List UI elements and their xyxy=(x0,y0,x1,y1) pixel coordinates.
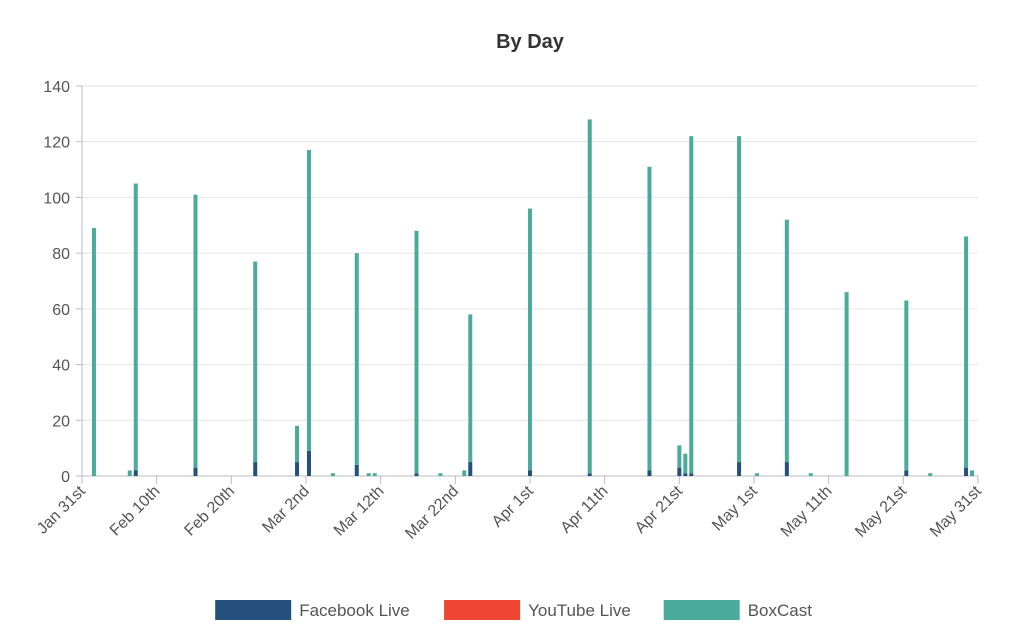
bar-boxcast xyxy=(91,228,96,476)
x-tick-label: May 31st xyxy=(927,482,985,540)
bar-facebook-live xyxy=(528,470,532,476)
bar-boxcast xyxy=(295,425,300,463)
bar-facebook-live xyxy=(253,462,258,476)
y-tick-label: 100 xyxy=(43,190,70,207)
bar-facebook-live xyxy=(964,467,969,476)
bar-boxcast xyxy=(253,261,258,463)
legend-swatch-facebook-live xyxy=(215,600,292,620)
bar-facebook-live xyxy=(193,467,198,476)
bar-facebook-live xyxy=(587,473,592,476)
x-tick-label: Apr 21st xyxy=(632,482,687,537)
x-tick-label: May 21st xyxy=(852,482,910,540)
bar-facebook-live xyxy=(689,473,694,476)
bar-boxcast xyxy=(587,119,592,474)
x-tick-label: Feb 10th xyxy=(107,483,164,540)
chart-title: By Day xyxy=(496,31,565,53)
bar-facebook-live xyxy=(683,473,688,476)
bar-facebook-live xyxy=(784,462,789,476)
bar-facebook-live xyxy=(737,462,742,476)
bar-facebook-live xyxy=(133,470,138,476)
x-tick-label: Feb 20th xyxy=(181,483,238,540)
y-tick-label: 0 xyxy=(61,469,70,486)
bar-boxcast xyxy=(970,470,975,476)
x-tick-label: Mar 2nd xyxy=(259,483,313,537)
bar-facebook-live xyxy=(306,450,311,476)
bar-boxcast xyxy=(904,300,909,471)
bar-boxcast xyxy=(372,473,377,476)
bar-boxcast xyxy=(354,253,359,465)
bar-boxcast xyxy=(677,445,682,468)
x-tick-label: Jan 31st xyxy=(34,482,89,537)
bar-boxcast xyxy=(928,473,933,476)
y-tick-label: 60 xyxy=(52,302,70,319)
legend-label-youtube-live: YouTube Live xyxy=(528,601,631,620)
bar-boxcast xyxy=(689,136,694,474)
y-tick-label: 140 xyxy=(43,79,70,96)
legend-swatch-boxcast xyxy=(663,600,740,620)
bar-boxcast xyxy=(647,166,652,471)
y-tick-label: 40 xyxy=(52,358,70,375)
legend-label-facebook-live: Facebook Live xyxy=(299,601,410,620)
x-tick-label: Mar 12th xyxy=(331,483,388,540)
bar-boxcast xyxy=(468,314,473,463)
x-tick-label: May 11th xyxy=(778,483,836,541)
bar-boxcast xyxy=(462,470,467,476)
bar-boxcast xyxy=(414,230,419,474)
x-tick-label: Mar 22nd xyxy=(402,483,462,543)
bar-boxcast xyxy=(784,219,789,463)
bar-boxcast xyxy=(306,150,311,451)
bar-boxcast xyxy=(438,473,443,476)
legend-label-boxcast: BoxCast xyxy=(748,601,813,620)
bar-facebook-live xyxy=(354,464,359,476)
bar-facebook-live xyxy=(414,473,419,476)
bar-boxcast xyxy=(330,473,335,476)
x-tick-label: May 1st xyxy=(709,482,761,534)
bar-boxcast xyxy=(133,183,138,471)
bar-boxcast xyxy=(366,473,371,476)
bar-facebook-live xyxy=(468,462,473,476)
bar-facebook-live xyxy=(647,470,652,476)
bar-facebook-live xyxy=(904,470,909,476)
bar-boxcast xyxy=(193,194,198,468)
x-tick-label: Apr 1st xyxy=(489,482,537,530)
bar-boxcast xyxy=(964,236,969,468)
bar-boxcast xyxy=(754,473,759,476)
bar-facebook-live xyxy=(677,467,682,476)
legend-swatch-youtube-live xyxy=(444,600,521,620)
bar-facebook-live xyxy=(295,462,300,476)
bar-boxcast xyxy=(844,292,849,476)
y-tick-label: 120 xyxy=(43,135,70,152)
bar-boxcast xyxy=(528,208,532,471)
bar-boxcast xyxy=(808,473,813,476)
y-tick-label: 80 xyxy=(52,246,70,263)
bar-boxcast xyxy=(737,136,742,463)
x-tick-label: Apr 11th xyxy=(558,483,612,537)
y-tick-label: 20 xyxy=(52,413,70,430)
bar-boxcast xyxy=(127,470,132,476)
bar-boxcast xyxy=(683,453,688,474)
